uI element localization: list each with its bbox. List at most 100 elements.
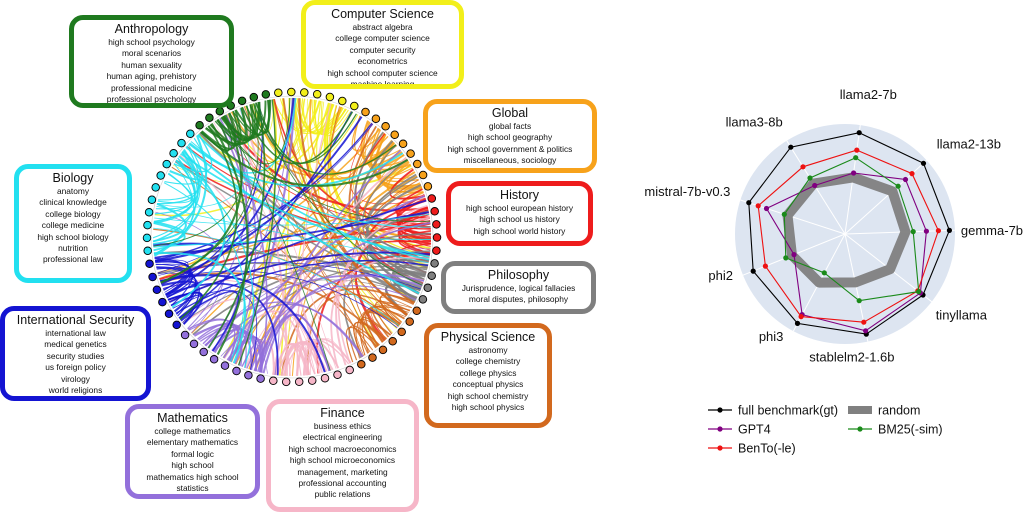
chord-link	[201, 112, 237, 150]
radar-axis-label: gemma-7b	[961, 223, 1023, 238]
chord-link	[168, 251, 430, 304]
chord-link	[351, 115, 385, 151]
radar-point	[798, 314, 804, 320]
chord-node	[432, 233, 442, 242]
chord-link	[213, 303, 364, 357]
chord-link	[193, 323, 253, 370]
chord-node	[274, 88, 283, 97]
chord-node	[432, 246, 441, 255]
chord-node	[177, 138, 186, 148]
category-item: high school chemistry	[447, 390, 529, 401]
chord-node	[413, 159, 422, 169]
chord-node	[169, 149, 178, 158]
category-item: conceptual physics	[452, 379, 524, 390]
radar-chart: llama2-7b llama2-13b gemma-7b tinyllama stab…	[644, 87, 1023, 365]
chord-node	[144, 208, 154, 217]
chord-link	[207, 102, 266, 349]
chord-node	[418, 295, 428, 304]
radar-point	[746, 200, 752, 206]
category-box-history: History high school european history high …	[446, 181, 593, 246]
chord-link	[173, 133, 213, 173]
category-item: high school macroeconomics	[288, 443, 397, 454]
chord-node	[361, 107, 370, 117]
chord-node	[368, 353, 377, 362]
radar-axis-label: llama2-7b	[840, 87, 897, 102]
chord-link	[154, 122, 373, 261]
chord-link	[165, 282, 279, 376]
radar-axis-label: mistral-7b-v0.3	[644, 184, 730, 199]
category-title: Mathematics	[157, 411, 228, 425]
chord-node	[418, 170, 428, 180]
category-item: human sexuality	[121, 59, 182, 70]
radar-axis-label: phi3	[759, 329, 784, 344]
chord-node	[269, 376, 278, 386]
chord-link	[166, 199, 427, 298]
chord-link	[154, 257, 193, 307]
chord-node	[294, 377, 304, 387]
category-item: high school us history	[479, 214, 560, 225]
chord-node	[427, 271, 436, 280]
chord-links	[152, 97, 432, 377]
category-items: business ethics electrical engineering hig…	[271, 421, 414, 501]
category-items: international law medical genetics securit…	[5, 328, 146, 396]
chord-node	[220, 361, 230, 370]
legend-entry: full benchmark(gt)	[708, 404, 838, 418]
radar-point	[851, 170, 857, 176]
chord-node	[215, 106, 225, 116]
category-item: human aging, prehistory	[106, 71, 197, 82]
radar-axis-label: tinyllama	[936, 308, 988, 323]
category-item: high school microeconomics	[289, 455, 396, 466]
chord-node	[199, 347, 208, 357]
chord-link	[309, 99, 396, 174]
category-item: statistics	[176, 483, 209, 494]
chord-link	[353, 321, 387, 358]
radar-point	[812, 182, 818, 189]
category-items: high school psychology moral scenarios hum…	[74, 37, 229, 103]
chord-link	[364, 311, 400, 347]
chord-diagram	[142, 87, 442, 387]
radar-point	[791, 252, 797, 258]
chord-link	[179, 125, 238, 321]
radar-point	[856, 298, 862, 304]
chord-node	[325, 92, 335, 102]
chord-link	[357, 318, 391, 354]
category-items: abstract algebra college computer science…	[306, 22, 459, 89]
category-item: moral disputes, philosophy	[468, 294, 569, 305]
chord-link	[245, 99, 270, 134]
category-items: college mathematics elementary mathematic…	[130, 426, 255, 494]
chord-node	[300, 88, 309, 97]
category-item: high school	[171, 460, 214, 471]
category-item: professional accounting	[298, 478, 387, 489]
category-title: Finance	[320, 406, 365, 420]
chord-node	[345, 365, 354, 375]
legend-label: BM25(-sim)	[878, 423, 943, 437]
chord-link	[153, 227, 400, 327]
category-box-computer-science: Computer Science abstract algebra college …	[301, 0, 464, 89]
category-title: Biology	[52, 171, 94, 185]
category-items: anatomy clinical knowledge college biology…	[19, 186, 127, 266]
chord-link	[198, 132, 416, 303]
chord-link	[198, 104, 335, 171]
category-item: professional law	[42, 254, 104, 265]
chord-link	[288, 343, 315, 377]
category-item: moral scenarios	[121, 48, 182, 59]
category-item: anatomy	[56, 186, 90, 196]
chord-node	[405, 317, 414, 326]
chord-link	[242, 106, 337, 369]
radar-point	[750, 268, 756, 274]
chord-link	[366, 184, 425, 281]
category-item: machine learning	[350, 79, 415, 89]
chord-node	[307, 376, 317, 385]
category-item: econometrics	[357, 56, 408, 67]
chord-link	[192, 279, 418, 335]
chord-link	[291, 97, 400, 326]
category-box-finance: Finance business ethics electrical enginee…	[266, 399, 419, 512]
chord-node	[156, 171, 165, 180]
chord-node	[333, 370, 342, 379]
category-item: elementary mathematics	[146, 437, 239, 448]
radar-series-line	[783, 157, 920, 302]
category-box-global: Global global facts high school geography h…	[423, 99, 597, 173]
chord-link	[200, 119, 230, 152]
radar-series-line	[757, 149, 939, 323]
radar-point	[762, 263, 769, 269]
